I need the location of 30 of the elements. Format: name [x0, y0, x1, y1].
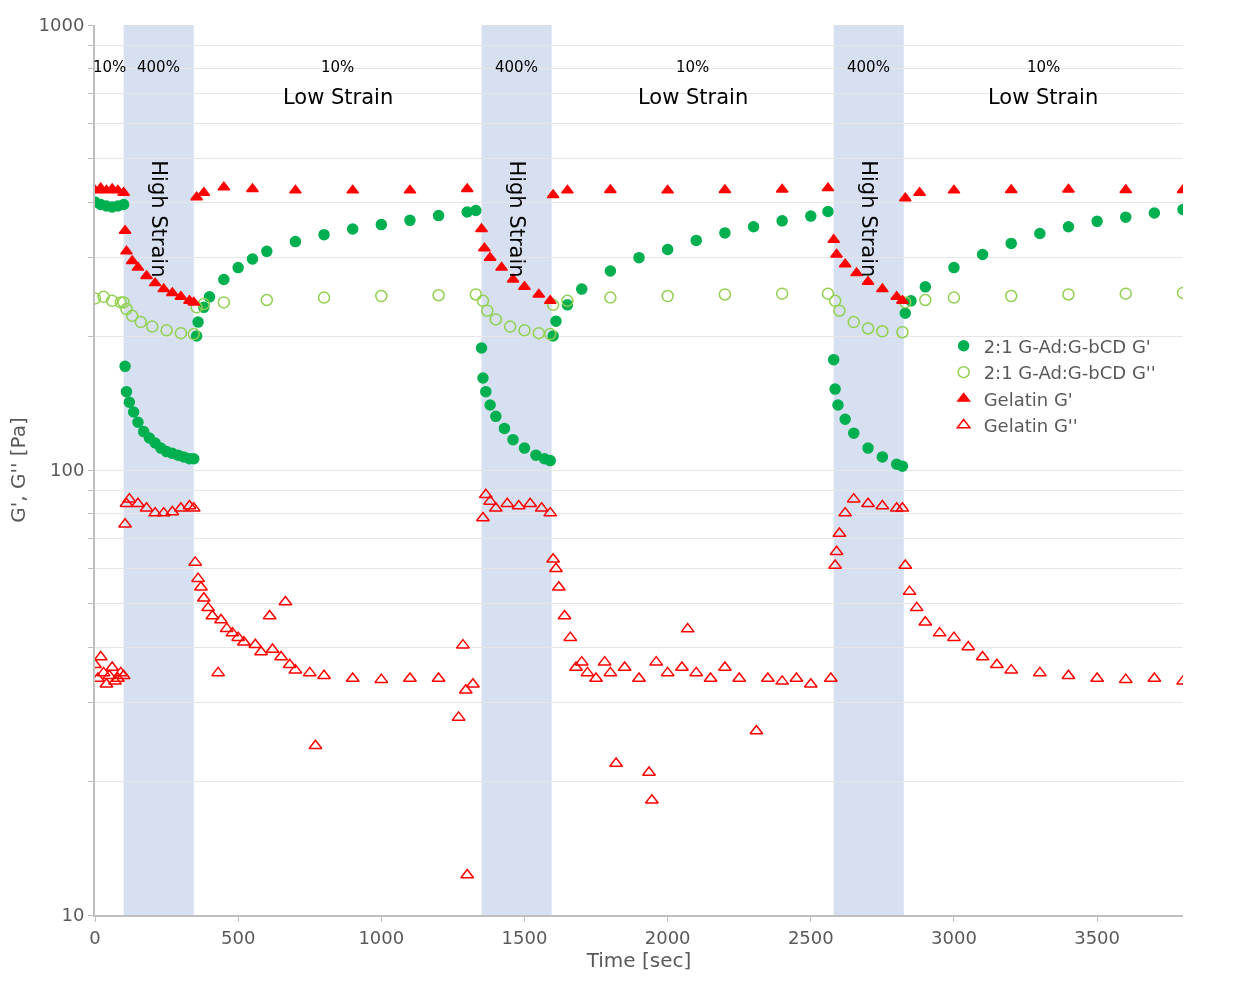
y-axis-title: G', G'' [Pa] [5, 417, 30, 523]
y-tick-label: 1000 [38, 14, 85, 36]
legend-label: 2:1 G-Ad:G-bCD G'' [983, 362, 1156, 384]
annotation: Low Strain [638, 85, 749, 109]
annotation: Low Strain [283, 85, 394, 109]
annotation: Low Strain [988, 85, 1099, 109]
x-axis-title: Time [sec] [585, 947, 692, 972]
x-tick-label: 3500 [1074, 926, 1121, 948]
band-label: High Strain [504, 160, 529, 278]
annotation: 10% [1027, 58, 1061, 76]
x-tick-label: 1500 [501, 926, 548, 948]
annotation: 400% [847, 58, 890, 76]
legend-label: Gelatin G'' [983, 415, 1078, 437]
y-tick-label: 100 [50, 459, 85, 481]
annotation: 400% [495, 58, 538, 76]
x-tick-label: 3000 [931, 926, 977, 948]
x-tick-label: 500 [220, 926, 256, 948]
x-tick-label: 2000 [644, 926, 691, 948]
annotation: 400% [137, 58, 180, 76]
band-label: High Strain [146, 160, 171, 278]
legend-label: Gelatin G' [983, 388, 1073, 410]
x-tick-label: 2500 [787, 926, 834, 948]
y-tick-label: 10 [61, 904, 85, 926]
annotation: 10% [676, 58, 710, 76]
annotation: 10% [321, 58, 355, 76]
x-tick-label: 1000 [358, 926, 405, 948]
legend-label: 2:1 G-Ad:G-bCD G' [983, 335, 1151, 357]
band-label: High Strain [856, 160, 881, 278]
x-tick-label: 0 [89, 926, 101, 948]
annotation: 10% [93, 58, 127, 76]
